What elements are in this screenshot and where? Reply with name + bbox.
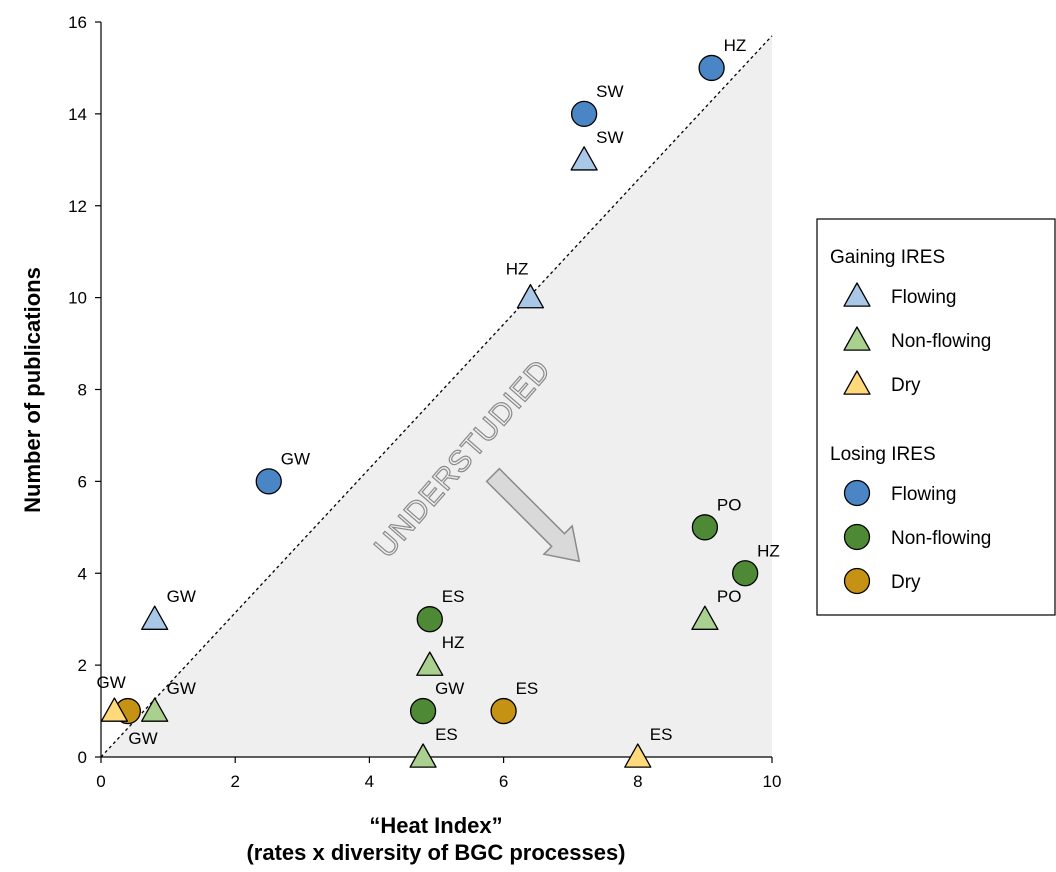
losing-data-point-sw (570, 100, 598, 128)
y-tick-label: 2 (78, 656, 87, 675)
gaining-data-point-es (624, 743, 652, 768)
losing-data-point-gw (409, 697, 437, 725)
data-point-label: SW (596, 128, 623, 147)
arrow-shape (485, 467, 581, 563)
data-point-label: GW (281, 449, 310, 468)
data-point-label: GW (435, 679, 464, 698)
losing-data-point-es (490, 697, 517, 725)
data-point-label: HZ (757, 541, 780, 560)
diagonal-dashed-line (100, 35, 773, 758)
legend-marker (843, 282, 871, 307)
gaining-data-point-sw (570, 146, 598, 171)
x-tick-label: 4 (365, 772, 374, 791)
losing-data-point-po (691, 514, 719, 541)
data-point-label: PO (717, 587, 742, 606)
y-tick-label: 14 (68, 105, 87, 124)
x-tick-label: 2 (230, 772, 239, 791)
y-axis-title: Number of publications (20, 267, 45, 513)
data-point-label: ES (442, 587, 465, 606)
legend-marker (843, 370, 871, 395)
gaining-data-point-gw (141, 605, 169, 630)
y-tick-label: 6 (78, 472, 87, 491)
x-tick-label: 8 (633, 772, 642, 791)
data-point-label: ES (650, 725, 673, 744)
gaining-data-point-hz (416, 651, 444, 676)
x-tick-label: 6 (499, 772, 508, 791)
gaining-data-point-gw (141, 697, 169, 722)
x-axis-subtitle: (rates x diversity of BGC processes) (246, 840, 625, 865)
data-point-label: GW (128, 729, 157, 748)
losing-data-point-hz (732, 560, 759, 587)
data-point-label: HZ (506, 260, 529, 279)
gaining-data-point-po (691, 605, 719, 630)
legend-marker (843, 326, 871, 351)
x-tick-label: 10 (763, 772, 782, 791)
gaining-data-point-hz (516, 283, 545, 309)
legend-item-label: Flowing (891, 484, 956, 505)
data-point-label: PO (717, 495, 742, 514)
losing-data-point-hz (698, 54, 725, 82)
legend-item-label: Dry (891, 375, 921, 396)
y-tick-label: 4 (78, 564, 87, 583)
y-tick-label: 8 (78, 381, 87, 400)
x-tick-label: 0 (96, 772, 105, 791)
legend-marker (843, 567, 871, 595)
data-point-label: HZ (724, 36, 747, 55)
x-axis-title: “Heat Index” (369, 813, 502, 838)
legend-marker (843, 479, 871, 507)
y-tick-label: 10 (68, 289, 87, 308)
y-tick-label: 12 (68, 197, 87, 216)
losing-data-point-gw (255, 468, 282, 495)
understudied-arrow (485, 467, 581, 563)
data-point-label: GW (97, 673, 126, 692)
data-point-label: ES (435, 725, 458, 744)
data-point-label: GW (167, 679, 196, 698)
legend-box (816, 218, 1056, 616)
data-point-label: SW (596, 82, 623, 101)
legend: Gaining IRES Flowing Non-flowing Dry Losing … (816, 218, 1056, 616)
legend-marker (843, 523, 871, 551)
data-point-label: ES (516, 679, 539, 698)
data-point-label: GW (167, 587, 196, 606)
legend-item-label: Dry (891, 572, 921, 593)
legend-item-label: Flowing (891, 287, 956, 308)
losing-data-point-es (416, 606, 443, 633)
data-point-label: HZ (442, 633, 465, 652)
legend-item-label: Non-flowing (891, 331, 991, 352)
gaining-data-point-gw (100, 697, 129, 722)
legend-group-title: Gaining IRES (830, 247, 945, 268)
gaining-data-point-es (409, 743, 437, 768)
y-tick-label: 0 (78, 748, 87, 767)
y-tick-label: 16 (68, 13, 87, 32)
legend-item-label: Non-flowing (891, 528, 991, 549)
legend-group-title: Losing IRES (830, 444, 936, 465)
